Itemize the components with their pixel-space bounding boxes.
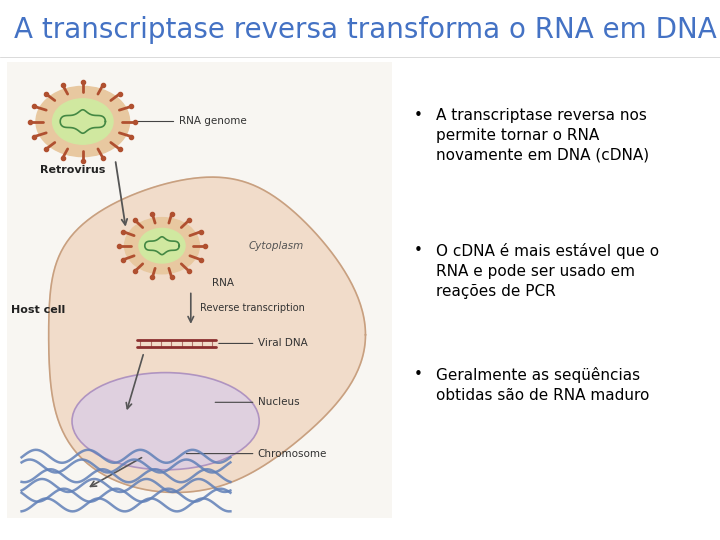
FancyBboxPatch shape <box>7 62 392 518</box>
Text: •: • <box>414 243 423 258</box>
Text: •: • <box>414 108 423 123</box>
Text: RNA genome: RNA genome <box>179 117 246 126</box>
Text: Reverse transcription: Reverse transcription <box>200 303 305 313</box>
Text: Nucleus: Nucleus <box>258 397 300 407</box>
Text: RNA: RNA <box>212 279 235 288</box>
Circle shape <box>139 228 185 263</box>
Ellipse shape <box>72 373 259 470</box>
Text: Host cell: Host cell <box>11 305 65 315</box>
Text: A transcriptase reversa nos
permite tornar o RNA
novamente em DNA (cDNA): A transcriptase reversa nos permite torn… <box>436 108 649 163</box>
Circle shape <box>125 218 199 274</box>
Text: •: • <box>414 367 423 382</box>
Text: Viral DNA: Viral DNA <box>258 339 307 348</box>
Polygon shape <box>49 177 366 492</box>
Text: Geralmente as seqüências
obtidas são de RNA maduro: Geralmente as seqüências obtidas são de … <box>436 367 649 403</box>
Circle shape <box>36 86 130 157</box>
Text: O cDNA é mais estável que o
RNA e pode ser usado em
reações de PCR: O cDNA é mais estável que o RNA e pode s… <box>436 243 659 299</box>
Circle shape <box>53 99 113 144</box>
Text: Retrovirus: Retrovirus <box>40 165 105 175</box>
Text: Chromosome: Chromosome <box>258 449 327 458</box>
Text: A transcriptase reversa transforma o RNA em DNA: A transcriptase reversa transforma o RNA… <box>14 16 717 44</box>
Text: Cytoplasm: Cytoplasm <box>248 241 304 251</box>
